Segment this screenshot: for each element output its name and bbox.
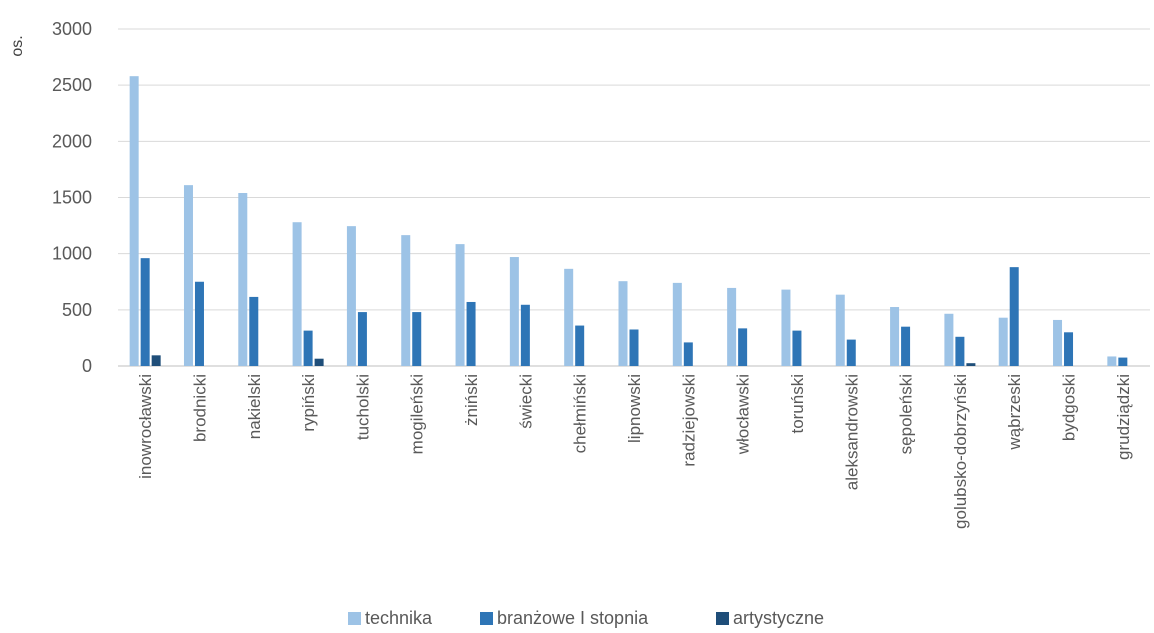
legend-swatch	[716, 612, 729, 625]
bar-technika-8	[564, 268, 574, 366]
bars	[129, 76, 1128, 367]
bar-technika-0	[129, 76, 139, 367]
bar-branżowe-i-stopnia-11	[738, 328, 748, 366]
bar-branżowe-i-stopnia-8	[575, 325, 585, 366]
bar-branżowe-i-stopnia-10	[683, 342, 693, 366]
bar-technika-13	[835, 294, 845, 366]
bar-branżowe-i-stopnia-7	[520, 304, 530, 366]
bar-branżowe-i-stopnia-1	[194, 281, 204, 366]
x-tick-label: radziejowski	[679, 374, 698, 467]
bar-technika-16	[998, 317, 1008, 366]
bar-branżowe-i-stopnia-2	[249, 296, 259, 366]
legend-label: branżowe I stopnia	[497, 608, 649, 628]
legend-label: artystyczne	[733, 608, 824, 628]
x-tick-label: mogileński	[408, 374, 427, 454]
x-tick-label: sępoleński	[897, 374, 916, 454]
bar-branżowe-i-stopnia-6	[466, 301, 476, 366]
bar-artystyczne-3	[314, 358, 324, 366]
bar-branżowe-i-stopnia-17	[1064, 332, 1074, 366]
bar-technika-4	[346, 226, 356, 366]
x-tick-label: świecki	[516, 374, 535, 429]
bar-branżowe-i-stopnia-18	[1118, 357, 1128, 366]
legend-swatch	[348, 612, 361, 625]
bar-artystyczne-0	[151, 355, 161, 366]
x-tick-label: bydgoski	[1060, 374, 1079, 441]
x-axis-ticks: inowrocławski brodnicki nakielski rypiński t…	[136, 374, 1133, 529]
y-tick-label: 0	[82, 356, 92, 376]
x-tick-label: wąbrzeski	[1005, 374, 1024, 451]
bar-technika-12	[781, 289, 791, 366]
x-tick-label: chełmiński	[571, 374, 590, 453]
y-tick-label: 3000	[52, 19, 92, 39]
legend: technika branżowe I stopnia artystyczne	[348, 608, 824, 628]
legend-swatch	[480, 612, 493, 625]
bar-technika-10	[672, 282, 682, 366]
x-tick-label: lipnowski	[625, 374, 644, 443]
bar-technika-17	[1053, 319, 1063, 366]
x-tick-label: brodnicki	[190, 374, 209, 442]
bar-technika-7	[509, 257, 519, 366]
x-tick-label: nakielski	[245, 374, 264, 439]
y-tick-label: 2000	[52, 131, 92, 151]
y-tick-label: 1500	[52, 188, 92, 208]
bar-branżowe-i-stopnia-9	[629, 329, 639, 366]
y-tick-label: 500	[62, 300, 92, 320]
x-tick-label: inowrocławski	[136, 374, 155, 479]
x-tick-label: golubsko-dobrzyński	[951, 374, 970, 529]
bar-technika-11	[727, 287, 737, 366]
bar-branżowe-i-stopnia-13	[846, 339, 856, 366]
bar-branżowe-i-stopnia-16	[1009, 267, 1019, 366]
bar-branżowe-i-stopnia-12	[792, 330, 802, 366]
bar-branżowe-i-stopnia-5	[412, 312, 422, 366]
bar-artystyczne-15	[966, 363, 976, 366]
gridlines	[118, 28, 1150, 367]
x-tick-label: włocławski	[734, 374, 753, 455]
y-tick-label: 1000	[52, 244, 92, 264]
bar-technika-6	[455, 244, 465, 366]
bar-branżowe-i-stopnia-14	[901, 326, 911, 366]
bar-technika-15	[944, 313, 954, 366]
x-tick-label: tucholski	[353, 374, 372, 440]
legend-label: technika	[365, 608, 433, 628]
bar-branżowe-i-stopnia-4	[357, 312, 367, 366]
y-axis-label: os.	[9, 35, 26, 56]
bar-technika-14	[890, 307, 900, 366]
bar-technika-5	[401, 235, 411, 366]
bar-branżowe-i-stopnia-15	[955, 336, 965, 366]
x-tick-label: rypiński	[299, 374, 318, 432]
bar-branżowe-i-stopnia-3	[303, 330, 313, 366]
bar-technika-2	[238, 193, 248, 366]
bar-technika-9	[618, 281, 628, 366]
x-tick-label: żniński	[462, 374, 481, 426]
bar-technika-18	[1107, 356, 1117, 366]
bar-technika-3	[292, 222, 302, 366]
bar-technika-1	[183, 185, 193, 366]
bar-branżowe-i-stopnia-0	[140, 258, 150, 366]
x-tick-label: aleksandrowski	[842, 374, 861, 490]
y-axis-ticks: 0 500 1000 1500 2000 2500 3000	[52, 19, 92, 376]
x-tick-label: grudziądzki	[1114, 374, 1133, 460]
y-tick-label: 2500	[52, 75, 92, 95]
x-tick-label: toruński	[788, 374, 807, 434]
